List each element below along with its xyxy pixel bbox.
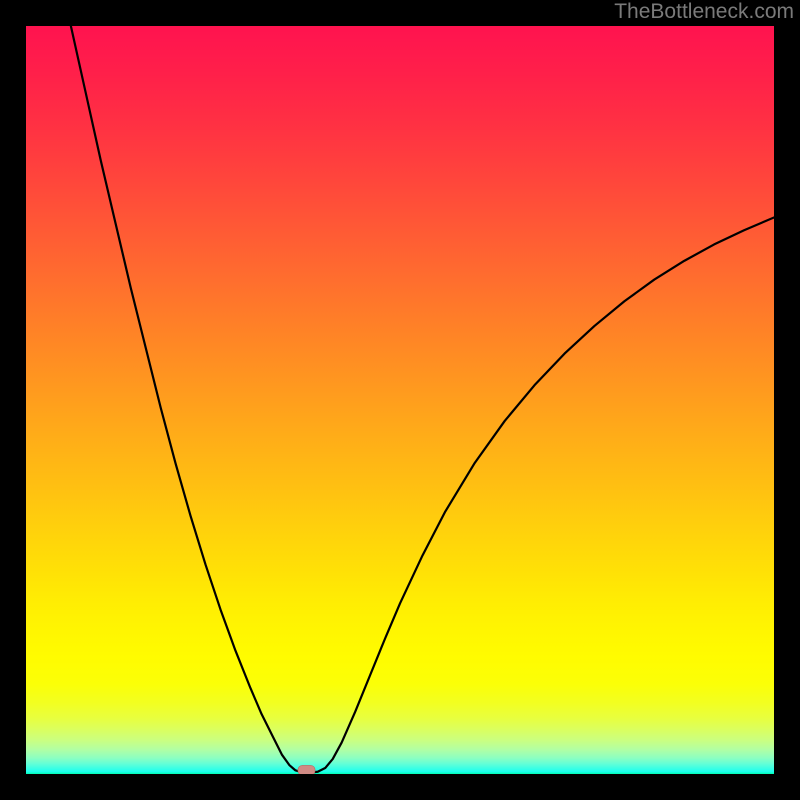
watermark-label: TheBottleneck.com (614, 0, 794, 24)
optimal-point-marker (298, 765, 315, 775)
chart-plot-background (26, 26, 774, 774)
chart-container: TheBottleneck.com (0, 0, 800, 800)
bottleneck-chart-svg (0, 0, 800, 800)
